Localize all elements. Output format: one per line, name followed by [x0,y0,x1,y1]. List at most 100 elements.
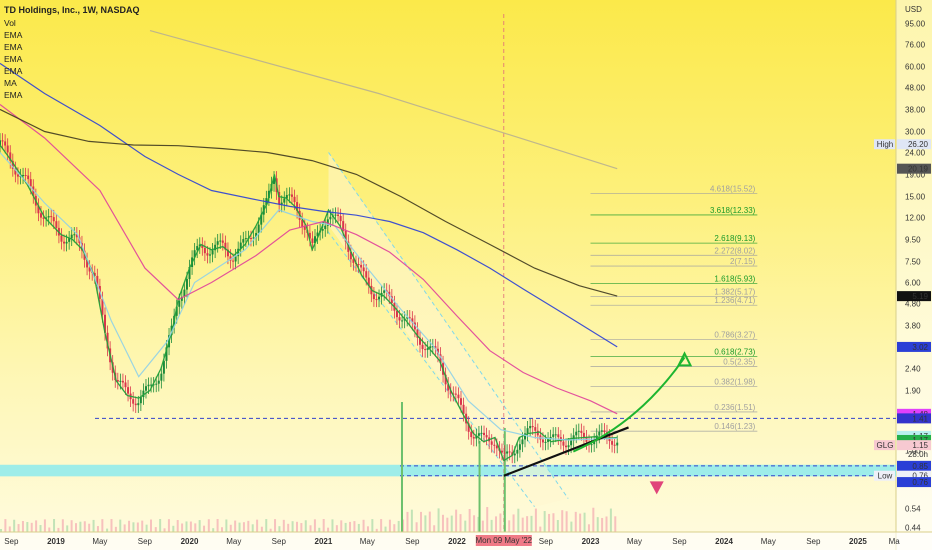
candle-body [334,214,337,216]
volume-bar [57,527,60,532]
volume-bar [464,520,467,532]
candle-body [127,387,130,394]
price-axis-panel[interactable] [896,0,932,550]
candle-body [132,399,135,404]
volume-bar [92,519,95,532]
indicator-ema-2[interactable]: EMA [4,42,23,52]
indicator-ema-5[interactable]: EMA [4,90,23,100]
fib-level-label: 1.382(5.17) [714,287,755,296]
volume-bar [420,511,423,532]
time-tick-label: May [92,537,107,546]
candle-body [70,234,73,239]
candle-body [316,232,319,237]
candle-body [314,236,317,243]
volume-bar [455,509,458,532]
crosshair-date-badge [475,535,532,546]
indicator-ema-1[interactable]: EMA [4,30,23,40]
candle-body [211,250,214,255]
candle-body [196,246,199,251]
volume-bar [565,511,568,532]
price-badge[interactable] [897,341,931,352]
candle-body [24,175,27,177]
indicator-ema-4[interactable]: EMA [4,66,23,76]
fib-level-label: 4.618(15.52) [710,184,756,193]
volume-bar [260,526,263,532]
candle-body [221,240,224,243]
candle-body [411,318,414,323]
price-badge[interactable] [897,477,931,488]
candle-body [188,266,191,280]
volume-bar [123,524,126,532]
volume-bar [194,523,197,532]
price-badge[interactable] [897,413,931,424]
candle-body [434,346,437,349]
fib-level-label: 2.272(8.02) [714,246,755,255]
candle-body [47,216,50,218]
price-badge[interactable] [897,291,931,302]
candle-body [616,442,619,446]
candle-body [580,430,583,433]
volume-bar [4,519,7,532]
candle-body [416,329,419,338]
volume-bar [437,508,440,532]
candle-body [459,398,462,405]
candle-body [22,175,25,177]
price-badge-tag-label: High [877,140,893,149]
candle-body [201,244,204,248]
candle-body [324,225,327,230]
volume-bar [384,526,387,532]
price-badge[interactable] [897,434,931,445]
indicator-vol[interactable]: Vol [4,18,16,28]
volume-bar [101,519,104,532]
volume-bar [481,520,484,532]
volume-bar [136,522,139,532]
candle-body [257,224,260,234]
candle-body [503,452,506,454]
candle-body [534,427,537,431]
volume-bar [561,510,564,532]
candle-body [288,194,291,196]
volume-bar [446,517,449,532]
volume-bar [556,520,559,532]
time-tick-label: 2022 [448,537,466,546]
candle-body [465,413,468,424]
candle-body [278,192,281,205]
time-tick-label: Sep [539,537,554,546]
volume-bar [609,508,612,532]
candle-body [575,431,578,436]
volume-bar [141,520,144,532]
candle-body [73,234,76,236]
price-badge-tag [874,440,895,451]
candle-body [595,435,598,441]
price-badge[interactable] [897,139,931,150]
series-line-ema-short [0,152,618,441]
fib-level-label: 2(7.15) [730,257,756,266]
candle-body [9,152,12,161]
candle-body [570,440,573,446]
candle-body [75,234,78,238]
volume-spike-bar [503,428,506,532]
symbol-title[interactable]: TD Holdings, Inc., 1W, NASDAQ [4,5,140,15]
price-badge-value: 26.20 [908,140,929,149]
price-badge[interactable] [897,460,931,471]
candle-body [37,205,40,214]
candle-body [390,296,393,304]
volume-bar [512,514,515,532]
candle-body [554,434,557,436]
price-tick-label: 95.00 [905,19,926,28]
candle-body [600,430,603,432]
price-badge[interactable] [897,163,931,174]
time-axis-panel[interactable] [0,532,932,550]
volume-bar [61,519,64,532]
price-badge[interactable] [897,470,931,481]
volume-bar [83,521,86,532]
volume-bar [282,519,285,532]
price-badge[interactable] [897,440,931,451]
candle-body [152,384,155,386]
volume-bar [410,509,413,532]
series-line-ma [0,108,618,297]
indicator-ma[interactable]: MA [4,78,17,88]
candle-body [150,384,153,386]
indicator-ema-3[interactable]: EMA [4,54,23,64]
